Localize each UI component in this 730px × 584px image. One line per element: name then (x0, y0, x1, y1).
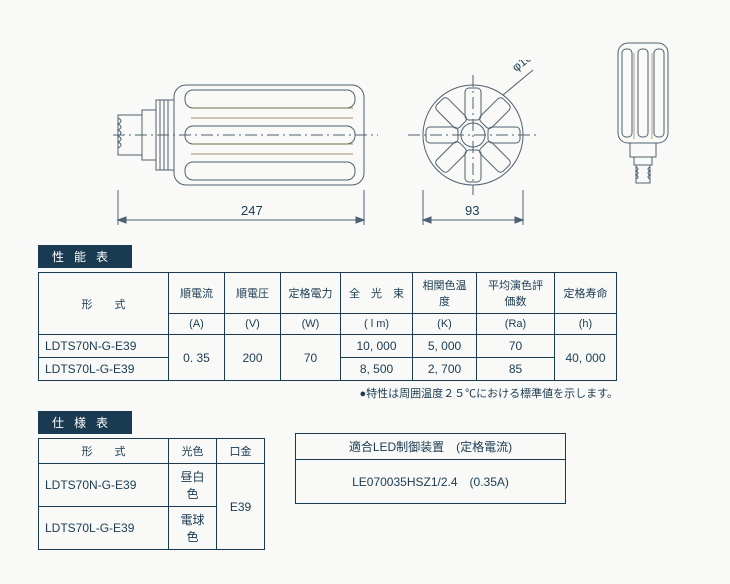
unit-life: (h) (555, 314, 617, 335)
dim-diameter: φ100 (509, 60, 540, 74)
cell-model: LDTS70L-G-E39 (39, 507, 169, 550)
hdr-power: 定格電力 (281, 273, 341, 314)
hdr-current: 順電流 (169, 273, 225, 314)
cell-flux: 8, 500 (341, 358, 413, 381)
spec-section: 仕様表 形 式 光色 口金 LDTS70N-G-E39 昼白色 E39 LDTS… (38, 411, 265, 550)
hdr-life: 定格寿命 (555, 273, 617, 314)
hdr-color: 光色 (169, 439, 217, 464)
table-row: LDTS70N-G-E39 昼白色 E39 (39, 464, 265, 507)
dim-width: 93 (465, 203, 479, 218)
driver-table: 適合LED制御装置 (定格電流) LE070035HSZ1/2.4 (0.35A… (295, 433, 566, 504)
unit-cri: (Ra) (477, 314, 555, 335)
cell-cct: 2, 700 (413, 358, 477, 381)
cell-cri: 85 (477, 358, 555, 381)
driver-value: LE070035HSZ1/2.4 (0.35A) (296, 460, 566, 504)
hdr-flux: 全 光 束 (341, 273, 413, 314)
cell-life: 40, 000 (555, 335, 617, 381)
diagram-upright-view (608, 35, 678, 195)
dim-length: 247 (241, 203, 263, 218)
unit-current: (A) (169, 314, 225, 335)
cell-power: 70 (281, 335, 341, 381)
cell-model: LDTS70N-G-E39 (39, 335, 169, 358)
hdr-voltage: 順電圧 (225, 273, 281, 314)
cell-flux: 10, 000 (341, 335, 413, 358)
cell-voltage: 200 (225, 335, 281, 381)
performance-section: 性能表 形 式 順電流 順電圧 定格電力 全 光 束 相関色温度 平均演色評価数… (38, 245, 692, 401)
spec-table: 形 式 光色 口金 LDTS70N-G-E39 昼白色 E39 LDTS70L-… (38, 438, 265, 550)
cell-cri: 70 (477, 335, 555, 358)
cell-model: LDTS70L-G-E39 (39, 358, 169, 381)
unit-power: (W) (281, 314, 341, 335)
cell-color: 電球色 (169, 507, 217, 550)
cell-color: 昼白色 (169, 464, 217, 507)
hdr-model: 形 式 (39, 439, 169, 464)
diagram-area: 247 (38, 30, 692, 245)
unit-voltage: (V) (225, 314, 281, 335)
cell-current: 0. 35 (169, 335, 225, 381)
hdr-base: 口金 (217, 439, 265, 464)
hdr-model: 形 式 (39, 273, 169, 335)
driver-section: 適合LED制御装置 (定格電流) LE070035HSZ1/2.4 (0.35A… (295, 433, 566, 504)
unit-flux: ( l m) (341, 314, 413, 335)
diagram-side-view: 247 (113, 60, 383, 250)
driver-title: 適合LED制御装置 (定格電流) (296, 434, 566, 460)
cell-base: E39 (217, 464, 265, 550)
cell-model: LDTS70N-G-E39 (39, 464, 169, 507)
spec-title: 仕様表 (38, 411, 132, 434)
hdr-cct: 相関色温度 (413, 273, 477, 314)
unit-cct: (K) (413, 314, 477, 335)
hdr-cri: 平均演色評価数 (477, 273, 555, 314)
performance-note: ●特性は周囲温度２５℃における標準値を示します。 (38, 385, 618, 401)
cell-cct: 5, 000 (413, 335, 477, 358)
table-row: LDTS70N-G-E39 0. 35 200 70 10, 000 5, 00… (39, 335, 617, 358)
performance-table: 形 式 順電流 順電圧 定格電力 全 光 束 相関色温度 平均演色評価数 定格寿… (38, 272, 617, 381)
diagram-end-view: φ100 93 (408, 60, 558, 250)
